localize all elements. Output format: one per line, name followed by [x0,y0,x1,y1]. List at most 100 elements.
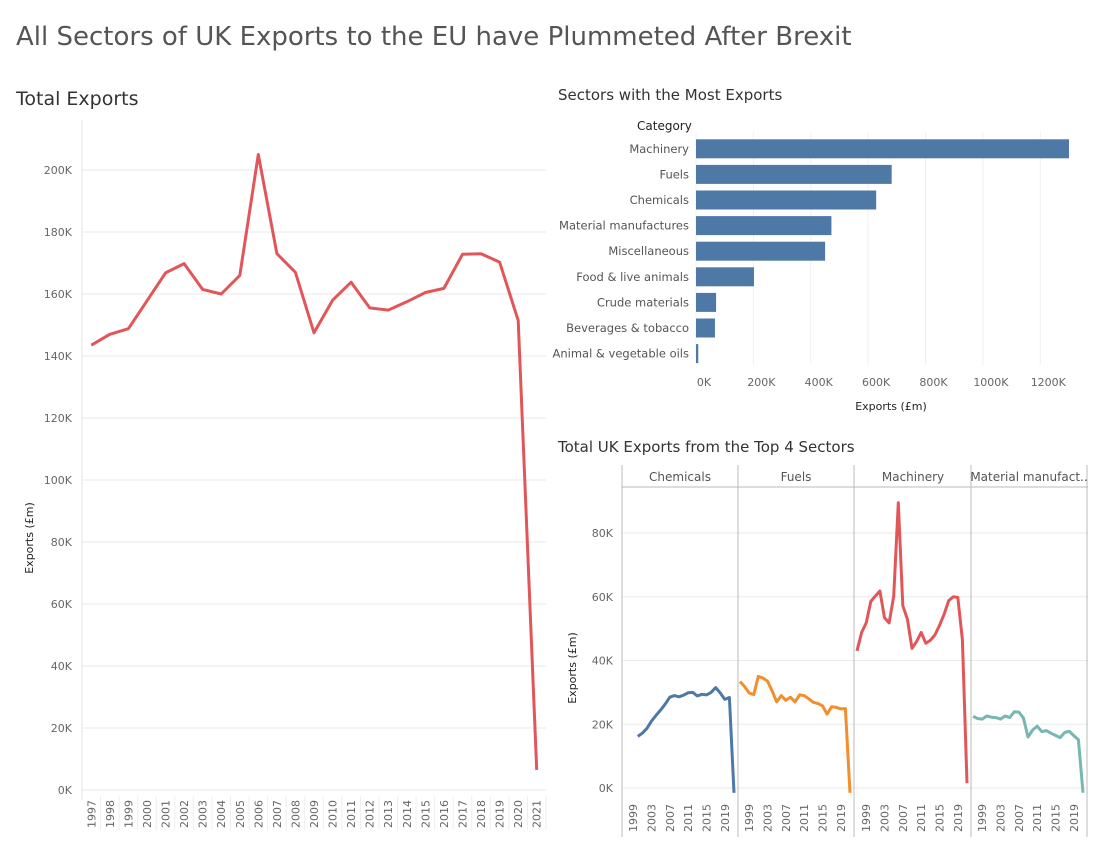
x-tick-label: 2003 [995,804,1008,832]
x-tick-label: 1999 [976,804,989,832]
sectors-bar-chart: Sectors with the Most Exports Category E… [552,86,1069,413]
y-tick-label: 80K [51,536,73,549]
x-tick-label: 2018 [475,800,488,828]
bar[interactable] [696,344,699,364]
total-exports-chart: Total Exports Exports (£m) 0K 20K 40K 60K 80… [15,88,547,830]
top4-y-axis-title: Exports (£m) [566,632,579,704]
x-tick-label: 2019 [1068,804,1081,832]
x-tick-label: 2015 [817,804,830,832]
x-tick-label: 2007 [271,800,284,828]
x-tick-label: 2015 [934,804,947,832]
sector-line[interactable] [738,674,852,793]
x-tick-label: 2007 [780,804,793,832]
x-tick-label: 2011 [345,800,358,828]
top4-sectors-chart: Total UK Exports from the Top 4 Sectors … [557,438,1088,837]
x-tick-label: 2012 [364,800,377,828]
x-tick-label: 2003 [879,804,892,832]
x-tick-label: 2013 [382,800,395,828]
bar[interactable] [696,267,754,287]
category-label: Chemicals [630,193,689,207]
y-tick-label: 200K [44,164,73,177]
x-tick-label: 2006 [252,800,265,828]
total-exports-y-axis-title: Exports (£m) [23,502,36,574]
panel-label: Material manufact.. [970,470,1087,484]
x-tick-label: 2019 [835,804,848,832]
x-tick-label: 2005 [234,800,247,828]
bar[interactable] [696,241,826,261]
x-tick-label: 1999 [743,804,756,832]
y-tick-label: 40K [51,660,73,673]
sector-line[interactable] [636,686,736,793]
category-label: Crude materials [597,295,689,309]
x-tick-label: 400K [805,376,834,389]
sector-line[interactable] [972,710,1085,793]
category-label: Food & live animals [576,270,689,284]
sectors-x-axis-title: Exports (£m) [855,400,927,413]
bar[interactable] [696,164,892,184]
top4-chart-title: Total UK Exports from the Top 4 Sectors [557,438,855,456]
y-tick-label: 160K [44,288,73,301]
x-tick-label: 600K [862,376,891,389]
y-tick-label: 40K [592,655,614,668]
y-tick-label: 60K [592,591,614,604]
x-tick-label: 2007 [664,804,677,832]
x-tick-label: 200K [747,376,776,389]
x-tick-label: 2021 [531,800,544,828]
x-tick-label: 2003 [762,804,775,832]
x-tick-label: 1998 [104,800,117,828]
panel-label: Fuels [781,470,812,484]
category-label: Animal & vegetable oils [552,347,689,361]
y-tick-label: 140K [44,350,73,363]
bar[interactable] [696,216,832,236]
x-tick-label: 2009 [308,800,321,828]
category-label: Material manufactures [559,219,689,233]
x-tick-label: 1200K [1031,376,1067,389]
x-tick-label: 2003 [646,804,659,832]
x-tick-label: 2011 [798,804,811,832]
x-tick-label: 2011 [915,804,928,832]
panel-label: Chemicals [649,470,711,484]
x-tick-label: 1999 [860,804,873,832]
x-tick-label: 2017 [456,800,469,828]
x-tick-label: 1000K [973,376,1009,389]
x-tick-label: 0K [697,376,712,389]
page-title: All Sectors of UK Exports to the EU have… [16,22,852,52]
x-tick-label: 2015 [1050,804,1063,832]
x-tick-label: 2019 [494,800,507,828]
x-tick-label: 2008 [289,800,302,828]
bar[interactable] [696,318,715,338]
sector-line[interactable] [855,501,969,784]
y-tick-label: 0K [599,782,614,795]
x-tick-label: 2011 [1031,804,1044,832]
x-tick-label: 2010 [327,800,340,828]
x-tick-label: 800K [919,376,948,389]
x-tick-label: 1999 [122,800,135,828]
x-tick-label: 2011 [682,804,695,832]
x-tick-label: 2001 [160,800,173,828]
category-header: Category [637,119,692,133]
total-exports-title: Total Exports [15,88,139,110]
category-label: Fuels [659,167,689,181]
x-tick-label: 2003 [197,800,210,828]
y-tick-label: 120K [44,412,73,425]
x-tick-label: 2000 [141,800,154,828]
y-tick-label: 20K [592,718,614,731]
bar[interactable] [696,139,1069,159]
x-tick-label: 2019 [719,804,732,832]
x-tick-label: 2019 [952,804,965,832]
y-tick-label: 20K [51,722,73,735]
x-tick-label: 1999 [627,804,640,832]
x-tick-label: 1997 [85,800,98,828]
category-label: Machinery [629,142,689,156]
x-tick-label: 2016 [438,800,451,828]
x-tick-label: 2007 [897,804,910,832]
y-tick-label: 100K [44,474,73,487]
total-exports-line[interactable] [90,153,539,770]
category-label: Beverages & tobacco [566,321,689,335]
x-tick-label: 2015 [419,800,432,828]
x-tick-label: 2014 [401,800,414,828]
category-label: Miscellaneous [608,244,689,258]
bar[interactable] [696,190,877,210]
x-tick-label: 2004 [215,800,228,828]
bar[interactable] [696,292,717,312]
